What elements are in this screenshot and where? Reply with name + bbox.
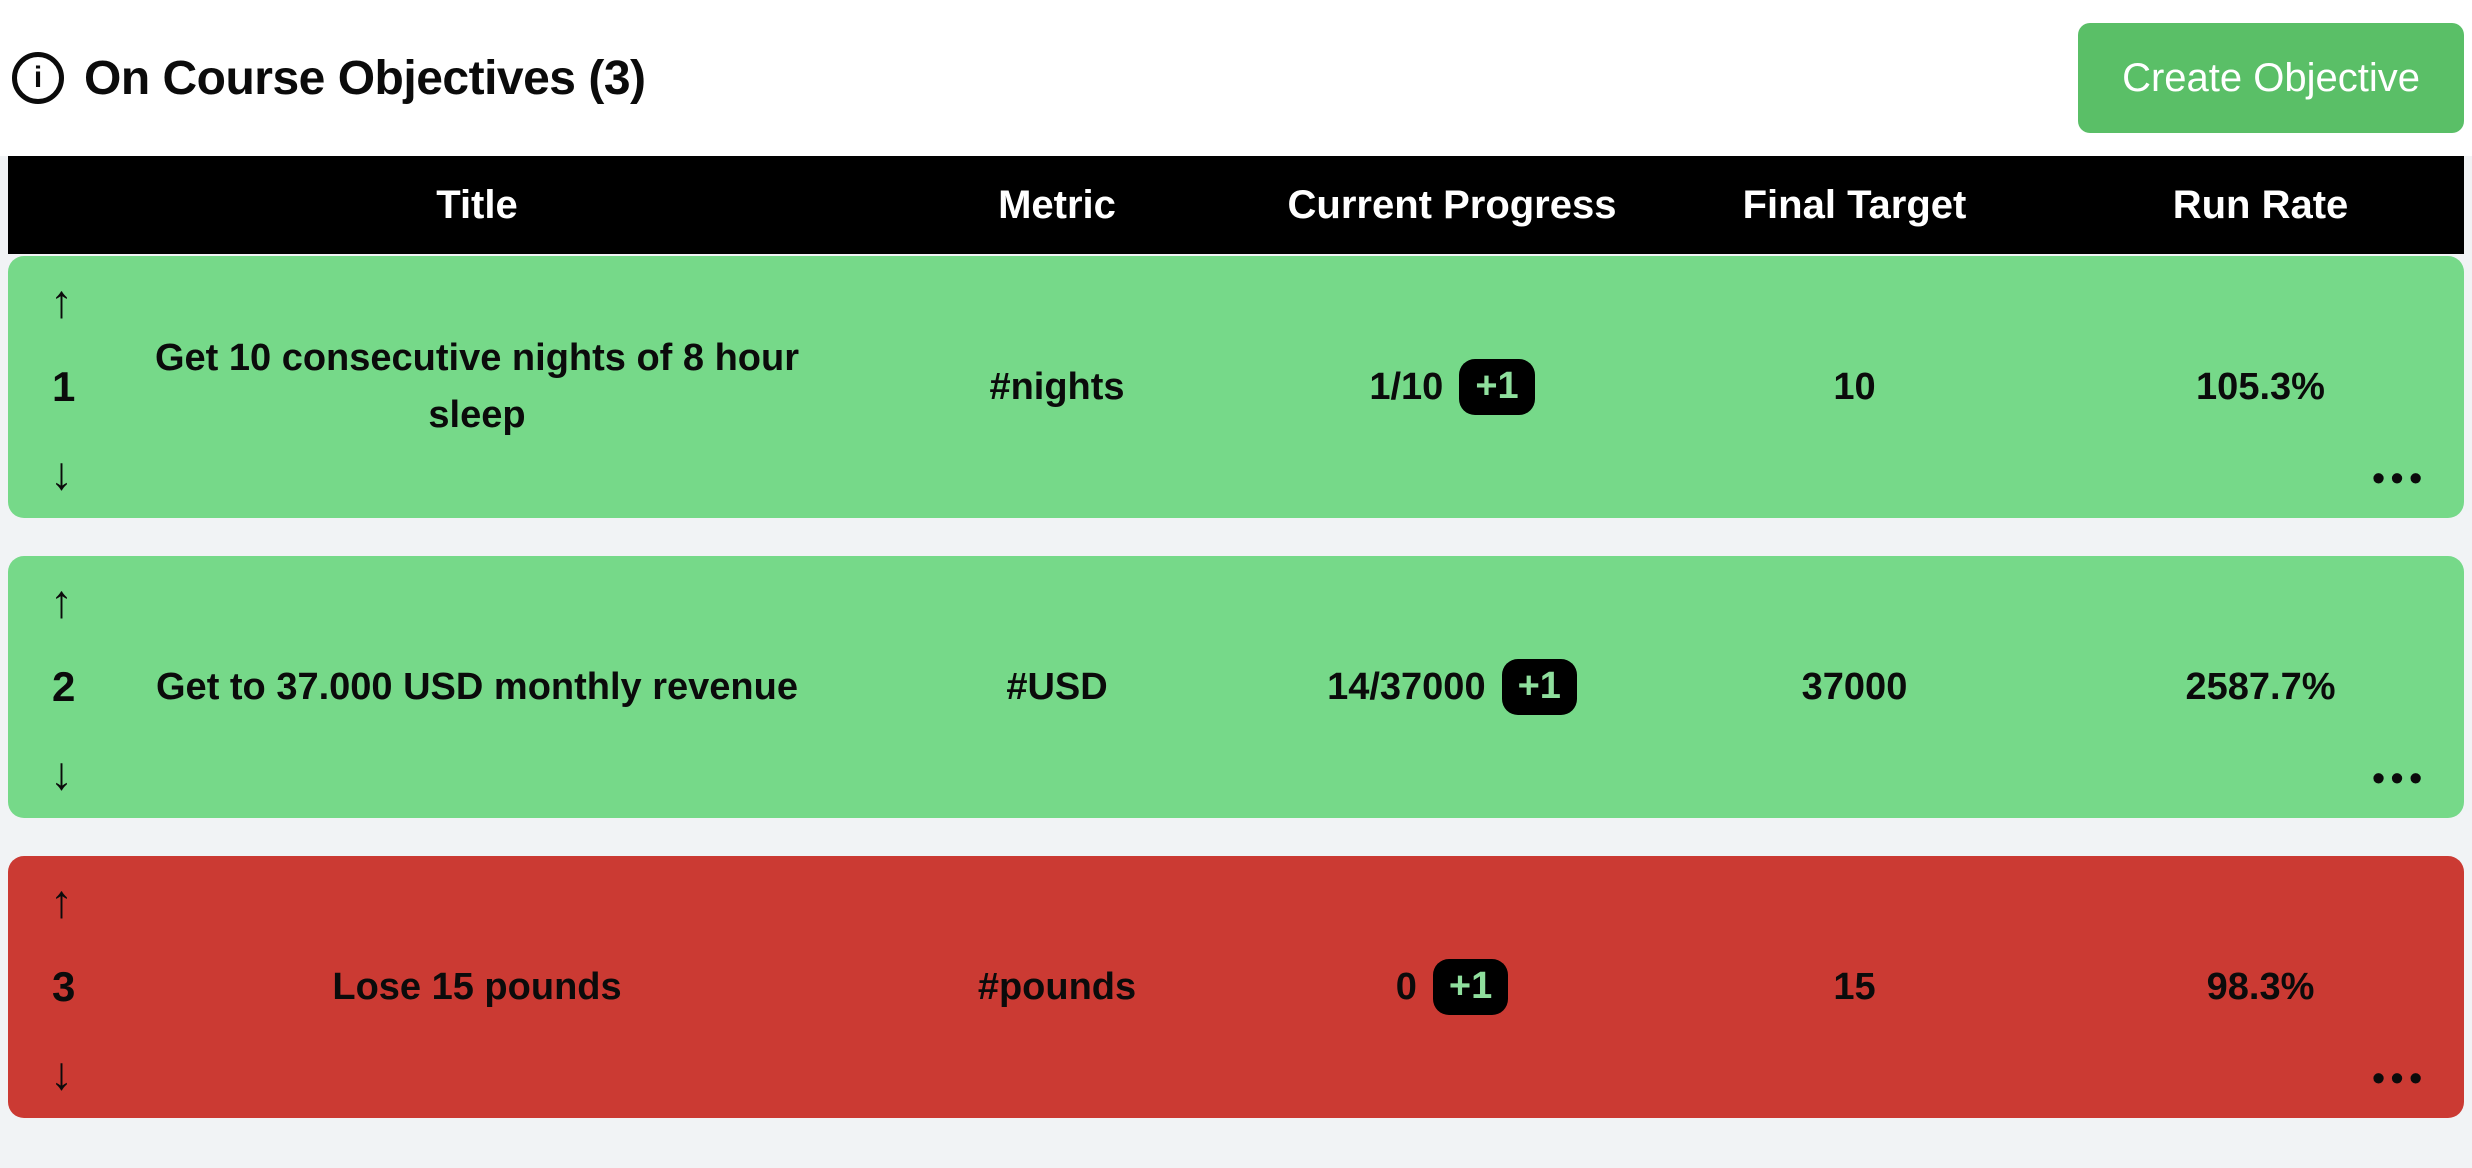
move-up-icon[interactable]: ↑ [50, 575, 73, 627]
increment-button[interactable]: +1 [1501, 659, 1577, 715]
final-target-value: 37000 [1801, 665, 1908, 708]
objective-title: Lose 15 pounds [332, 965, 622, 1008]
column-header-current-progress: Current Progress [1287, 182, 1617, 227]
more-options-button[interactable]: ••• [2372, 457, 2428, 498]
row-reorder-controls: ↑ 1 ↓ [8, 256, 92, 518]
row-reorder-controls: ↑ 3 ↓ [8, 856, 92, 1118]
objectives-table-body: ↑ 1 ↓ Get 10 consecutive nights of 8 hou… [0, 256, 2472, 1118]
objective-row: ↑ 2 ↓ Get to 37.000 USD monthly revenue … [8, 556, 2464, 818]
column-header-title: Title [436, 182, 518, 227]
progress-value: 1/10 [1369, 365, 1444, 408]
objective-metric: #pounds [977, 965, 1137, 1008]
run-rate-value: 2587.7% [2185, 665, 2336, 708]
more-options-button[interactable]: ••• [2372, 1057, 2428, 1098]
page-title-group: i On Course Objectives (3) [12, 51, 646, 106]
table-header-row: Title Metric Current Progress Final Targ… [8, 156, 2464, 254]
increment-button[interactable]: +1 [1432, 959, 1509, 1015]
final-target-value: 15 [1833, 965, 1876, 1008]
objective-metric: #USD [1006, 665, 1108, 708]
objective-row: ↑ 3 ↓ Lose 15 pounds #pounds 0 +1 15 98.… [8, 856, 2464, 1118]
move-up-icon[interactable]: ↑ [50, 275, 73, 327]
run-rate-value: 105.3% [2196, 365, 2325, 408]
column-header-final-target: Final Target [1742, 182, 1967, 227]
column-header-run-rate: Run Rate [2172, 182, 2349, 227]
objective-metric: #nights [989, 365, 1125, 408]
objective-title: Get to 37.000 USD monthly revenue [156, 665, 798, 708]
progress-value: 0 [1395, 965, 1417, 1008]
row-number: 2 [52, 663, 76, 710]
page-header: i On Course Objectives (3) Create Object… [0, 0, 2472, 156]
increment-button[interactable]: +1 [1459, 359, 1535, 415]
objective-row: ↑ 1 ↓ Get 10 consecutive nights of 8 hou… [8, 256, 2464, 518]
move-down-icon[interactable]: ↓ [50, 447, 73, 499]
current-progress-cell: 1/10 +1 [1252, 359, 1652, 415]
final-target-value: 10 [1833, 365, 1876, 408]
row-reorder-controls: ↑ 2 ↓ [8, 556, 92, 818]
current-progress-cell: 14/37000 +1 [1252, 659, 1652, 715]
move-down-icon[interactable]: ↓ [50, 1047, 73, 1099]
move-down-icon[interactable]: ↓ [50, 747, 73, 799]
more-options-button[interactable]: ••• [2372, 757, 2428, 798]
progress-value: 14/37000 [1327, 665, 1486, 708]
page-title: On Course Objectives (3) [84, 51, 646, 105]
current-progress-cell: 0 +1 [1252, 959, 1652, 1015]
objective-title: Get 10 consecutive nights of 8 hour slee… [154, 337, 799, 436]
run-rate-value: 98.3% [2206, 965, 2315, 1008]
info-icon[interactable]: i [12, 52, 64, 104]
row-number: 1 [52, 363, 76, 410]
move-up-icon[interactable]: ↑ [50, 875, 73, 927]
column-header-metric: Metric [998, 182, 1116, 227]
row-number: 3 [52, 963, 76, 1010]
create-objective-button[interactable]: Create Objective [2078, 23, 2464, 133]
